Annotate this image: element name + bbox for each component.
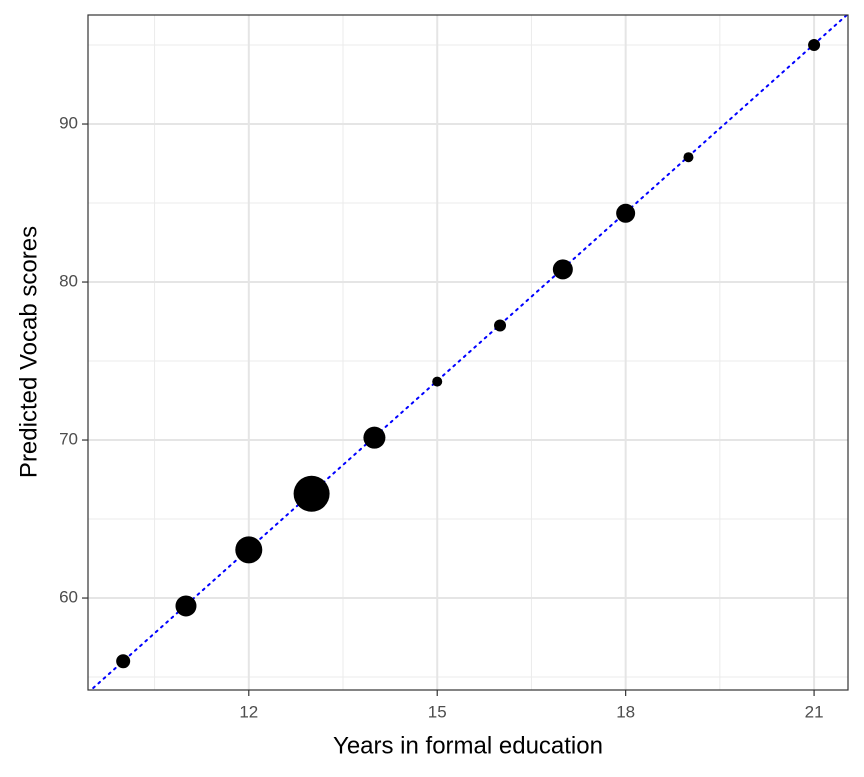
point	[808, 39, 821, 52]
x-axis-title: Years in formal education	[333, 732, 603, 759]
x-tick-label: 21	[805, 702, 824, 721]
x-tick-label: 18	[616, 702, 635, 721]
point	[363, 426, 386, 449]
y-tick-label: 60	[59, 588, 78, 607]
y-tick-label: 90	[59, 114, 78, 133]
x-tick-label: 12	[239, 702, 258, 721]
point	[293, 475, 330, 512]
point	[552, 259, 573, 280]
point	[235, 536, 263, 564]
point	[616, 203, 636, 223]
point	[683, 152, 694, 163]
y-axis-title: Predicted Vocab scores	[15, 226, 42, 478]
point	[494, 319, 507, 332]
point	[175, 595, 197, 617]
x-tick-label: 15	[428, 702, 447, 721]
panel-border	[87, 14, 849, 691]
y-tick-label: 70	[59, 430, 78, 449]
trend-line	[89, 15, 848, 690]
y-tick-label: 80	[59, 272, 78, 291]
point	[116, 654, 131, 669]
point	[432, 376, 443, 387]
